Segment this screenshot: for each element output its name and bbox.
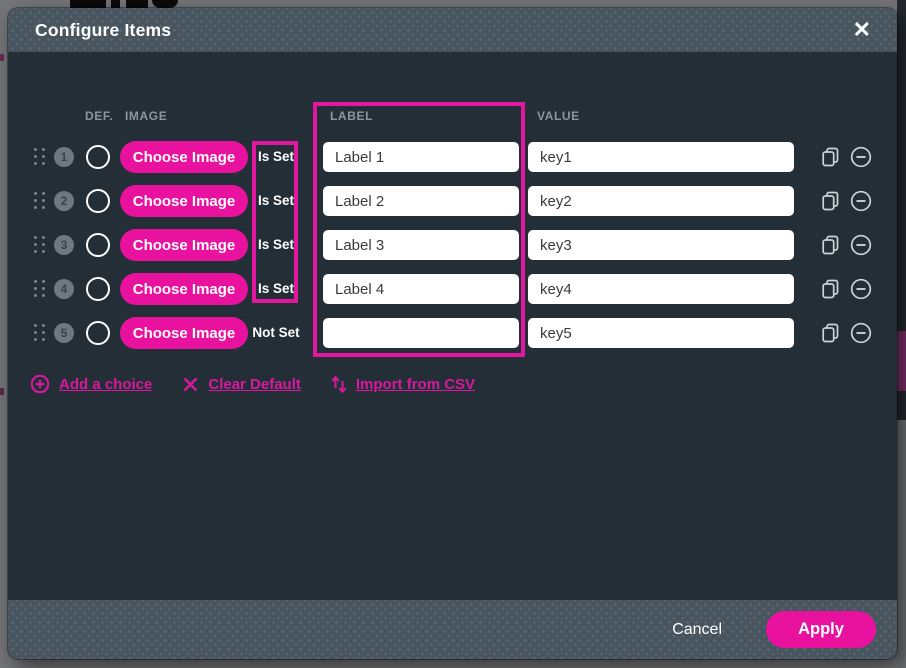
plus-circle-icon: [30, 374, 50, 394]
background-right-gray: [897, 420, 906, 668]
dialog-header: Configure Items ✕: [8, 8, 897, 52]
choose-image-button[interactable]: Choose Image: [120, 229, 248, 261]
column-header-image: IMAGE: [125, 109, 168, 123]
duplicate-row-button[interactable]: [822, 235, 839, 258]
remove-row-button[interactable]: [850, 146, 872, 171]
drag-handle-icon[interactable]: [34, 236, 46, 255]
image-status: Not Set: [252, 325, 300, 340]
image-status: Is Set: [257, 281, 295, 296]
label-input[interactable]: [323, 142, 519, 172]
choose-image-button[interactable]: Choose Image: [120, 317, 248, 349]
copy-icon: [822, 323, 839, 343]
value-input[interactable]: [528, 274, 794, 304]
default-radio[interactable]: [86, 321, 110, 345]
image-status: Is Set: [257, 149, 295, 164]
minus-circle-icon: [850, 146, 872, 168]
row-number-badge: 1: [54, 147, 74, 167]
clear-default-link[interactable]: Clear Default: [182, 376, 301, 393]
row-number-badge: 3: [54, 235, 74, 255]
default-radio[interactable]: [86, 277, 110, 301]
duplicate-row-button[interactable]: [822, 147, 839, 170]
minus-circle-icon: [850, 190, 872, 212]
default-radio[interactable]: [86, 233, 110, 257]
label-input[interactable]: [323, 186, 519, 216]
image-status: Is Set: [257, 237, 295, 252]
apply-button[interactable]: Apply: [766, 611, 876, 648]
up-down-arrows-icon: [331, 375, 347, 393]
copy-icon: [822, 279, 839, 299]
value-input[interactable]: [528, 230, 794, 260]
background-left-mark: [0, 54, 4, 61]
background-text-fragment: [126, 0, 148, 8]
x-icon: [184, 377, 198, 391]
background-purple-block: [897, 331, 906, 391]
choose-image-button[interactable]: Choose Image: [120, 141, 248, 173]
copy-icon: [822, 235, 839, 255]
configure-items-dialog: Configure Items ✕ DEF. IMAGE LABEL VALUE…: [8, 8, 897, 659]
remove-row-button[interactable]: [850, 322, 872, 347]
drag-handle-icon[interactable]: [34, 324, 46, 343]
cancel-button[interactable]: Cancel: [672, 620, 722, 638]
drag-handle-icon[interactable]: [34, 148, 46, 167]
column-header-value: VALUE: [537, 109, 580, 123]
background-text-fragment: [152, 0, 178, 8]
label-input[interactable]: [323, 274, 519, 304]
remove-row-button[interactable]: [850, 234, 872, 259]
drag-handle-icon[interactable]: [34, 192, 46, 211]
close-icon[interactable]: ✕: [852, 17, 871, 42]
duplicate-row-button[interactable]: [822, 279, 839, 302]
choose-image-button[interactable]: Choose Image: [120, 273, 248, 305]
value-input[interactable]: [528, 186, 794, 216]
value-input[interactable]: [528, 142, 794, 172]
row-number-badge: 5: [54, 323, 74, 343]
default-radio[interactable]: [86, 189, 110, 213]
minus-circle-icon: [850, 322, 872, 344]
action-links: Add a choice Clear Default: [30, 374, 475, 394]
background-text-fragment: [70, 0, 106, 8]
copy-icon: [822, 191, 839, 211]
dialog-title: Configure Items: [35, 19, 172, 40]
rows: 1 Choose Image Is Set 2 Choose Image Is …: [8, 141, 897, 361]
value-input[interactable]: [528, 318, 794, 348]
dialog-body: DEF. IMAGE LABEL VALUE 1 Choose Image Is…: [8, 52, 897, 600]
table-row: 5 Choose Image Not Set: [8, 317, 897, 349]
column-header-default: DEF.: [85, 109, 114, 123]
remove-row-button[interactable]: [850, 278, 872, 303]
table-row: 3 Choose Image Is Set: [8, 229, 897, 261]
background-text-fragment: [111, 0, 120, 8]
label-input[interactable]: [323, 318, 519, 348]
remove-row-button[interactable]: [850, 190, 872, 215]
default-radio[interactable]: [86, 145, 110, 169]
minus-circle-icon: [850, 234, 872, 256]
import-from-csv-link[interactable]: Import from CSV: [331, 375, 475, 394]
image-status: Is Set: [257, 193, 295, 208]
add-choice-link[interactable]: Add a choice: [30, 374, 152, 394]
background-left-mark: [0, 388, 4, 395]
table-row: 4 Choose Image Is Set: [8, 273, 897, 305]
import-from-csv-label: Import from CSV: [355, 375, 476, 393]
minus-circle-icon: [850, 278, 872, 300]
label-input[interactable]: [323, 230, 519, 260]
table-row: 2 Choose Image Is Set: [8, 185, 897, 217]
copy-icon: [822, 147, 839, 167]
duplicate-row-button[interactable]: [822, 191, 839, 214]
duplicate-row-button[interactable]: [822, 323, 839, 346]
row-number-badge: 4: [54, 279, 74, 299]
column-header-label: LABEL: [330, 109, 373, 123]
choose-image-button[interactable]: Choose Image: [120, 185, 248, 217]
table-row: 1 Choose Image Is Set: [8, 141, 897, 173]
add-choice-label: Add a choice: [59, 375, 153, 393]
drag-handle-icon[interactable]: [34, 280, 46, 299]
background-right-strip: [897, 0, 906, 420]
dialog-footer: Cancel Apply: [8, 600, 897, 659]
clear-default-label: Clear Default: [208, 375, 301, 393]
row-number-badge: 2: [54, 191, 74, 211]
